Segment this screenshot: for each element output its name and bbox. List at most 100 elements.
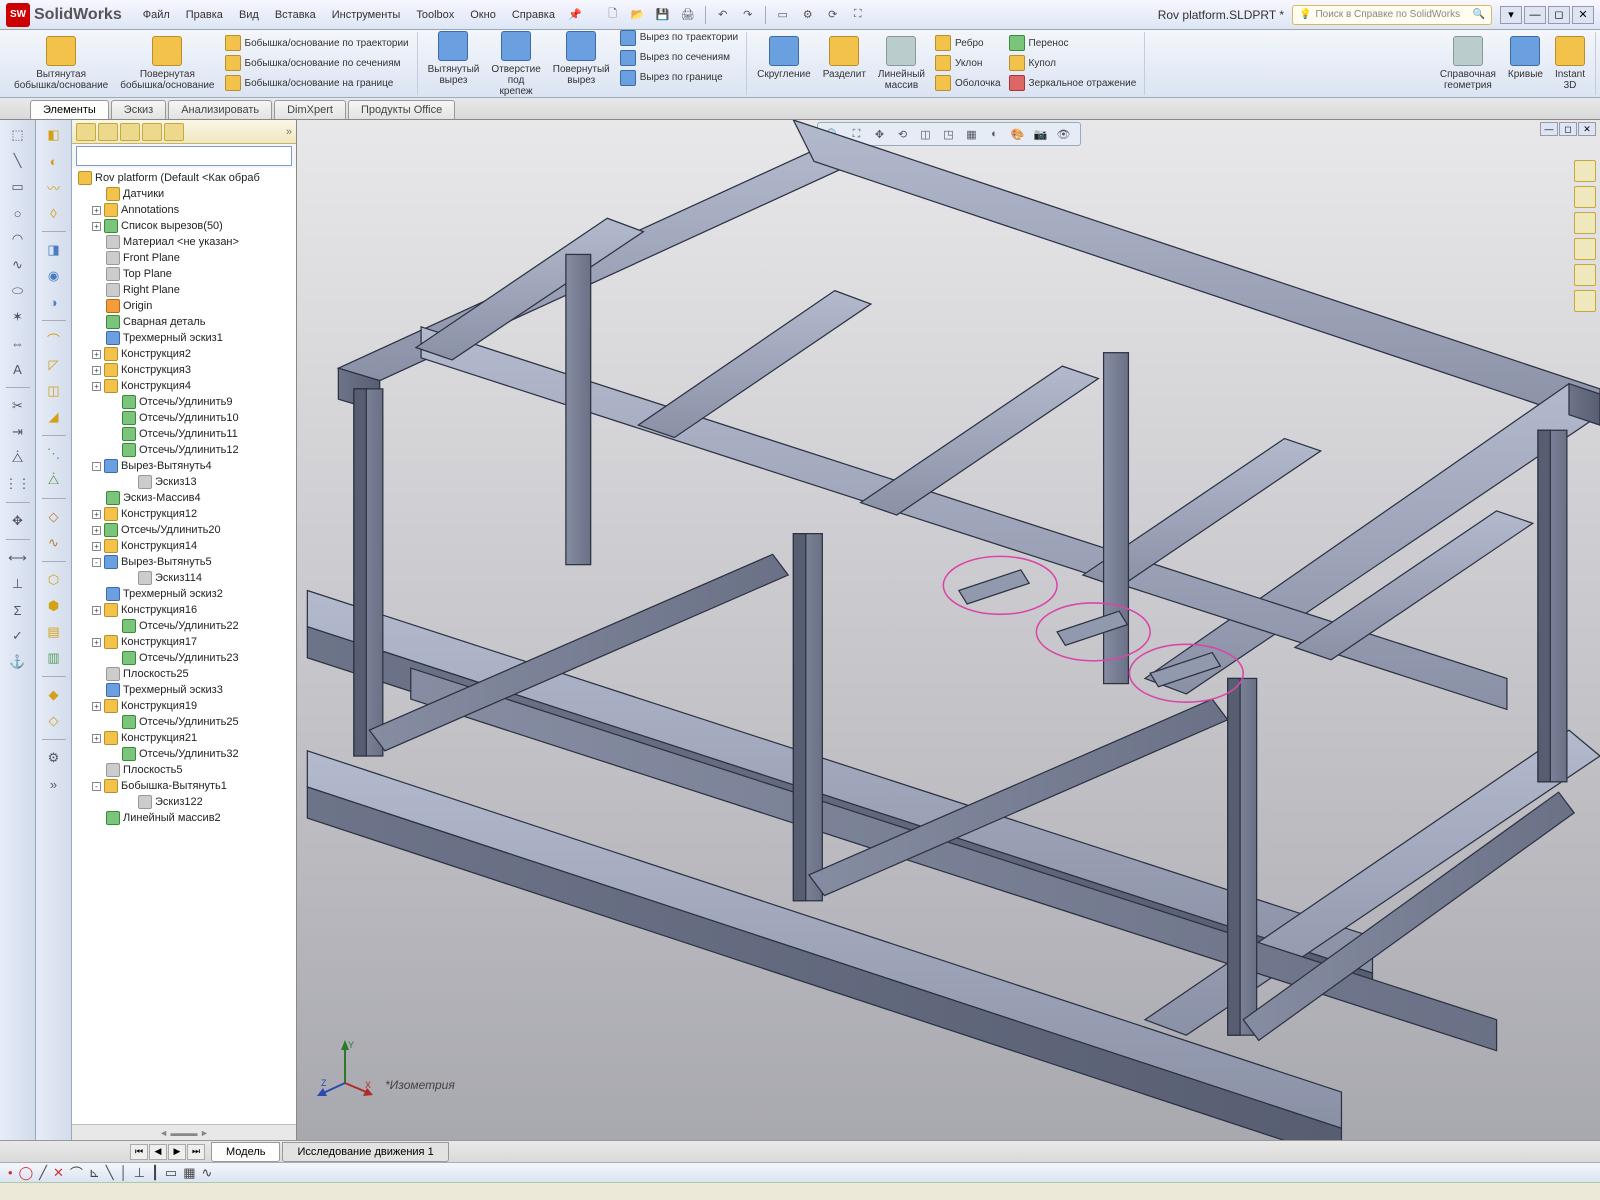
tree-item[interactable]: Эскиз13 <box>74 474 294 490</box>
tree-item[interactable]: Right Plane <box>74 282 294 298</box>
ft-chamfer-icon[interactable]: ◸ <box>42 354 66 376</box>
sk-line2-icon[interactable]: ╲ <box>106 1165 114 1181</box>
tool-mirror-icon[interactable]: ⧊ <box>6 447 30 469</box>
expand-icon[interactable]: + <box>92 606 101 615</box>
cmd-linear-pattern[interactable]: Линейный массив <box>874 34 929 93</box>
ft-expand-icon[interactable]: » <box>42 773 66 795</box>
cmd-hole-wizard[interactable]: Отверстие под крепеж <box>487 30 544 98</box>
sk-arc-icon[interactable]: ⌒ <box>70 1163 83 1182</box>
qat-screen[interactable]: ⛶ <box>847 4 869 26</box>
btab-model[interactable]: Модель <box>211 1142 280 1162</box>
orientation-triad[interactable]: Y X Z <box>315 1038 375 1098</box>
btab-next[interactable]: ▶ <box>168 1144 186 1160</box>
qat-print[interactable]: 🖨 <box>677 4 699 26</box>
expand-icon[interactable]: - <box>92 558 101 567</box>
ft-weld1-icon[interactable]: ⬡ <box>42 569 66 591</box>
tree-item[interactable]: Трехмерный эскиз1 <box>74 330 294 346</box>
expand-icon[interactable]: + <box>92 366 101 375</box>
tree-item[interactable]: +Конструкция14 <box>74 538 294 554</box>
cmd-instant3d[interactable]: Instant 3D <box>1551 34 1589 93</box>
tool-dim-icon[interactable]: ⟷ <box>6 547 30 569</box>
tree-item[interactable]: Отсечь/Удлинить11 <box>74 426 294 442</box>
cmd-curves[interactable]: Кривые <box>1504 34 1547 93</box>
tree-item[interactable]: +Отсечь/Удлинить20 <box>74 522 294 538</box>
sk-line3-icon[interactable]: │ <box>120 1165 128 1180</box>
qat-rebuild[interactable]: ⟳ <box>822 4 844 26</box>
tree-item[interactable]: Плоскость25 <box>74 666 294 682</box>
tree-item[interactable]: Линейный массив2 <box>74 810 294 826</box>
viewport[interactable]: 🔍 ⛶ ✥ ⟲ ◫ ◳ ▦ ◐ 🎨 📷 👁 — ◻ ✕ <box>297 120 1600 1140</box>
tree-item[interactable]: Эскиз122 <box>74 794 294 810</box>
tool-trim-icon[interactable]: ✂ <box>6 395 30 417</box>
cmd-fillet[interactable]: Скругление <box>753 34 815 93</box>
tree-item[interactable]: Отсечь/Удлинить22 <box>74 618 294 634</box>
expand-icon[interactable]: - <box>92 462 101 471</box>
sk-spline-icon[interactable]: ∿ <box>201 1165 212 1181</box>
sk-cross-icon[interactable]: ✕ <box>53 1165 64 1181</box>
tree-root[interactable]: Rov platform (Default <Как обраб <box>74 170 294 186</box>
tool-point-icon[interactable]: ✶ <box>6 306 30 328</box>
tree-item[interactable]: Сварная деталь <box>74 314 294 330</box>
expand-icon[interactable]: + <box>92 526 101 535</box>
tab-evaluate[interactable]: Анализировать <box>168 100 272 119</box>
cmd-ref-geometry[interactable]: Справочная геометрия <box>1436 34 1500 93</box>
tab-sketch[interactable]: Эскиз <box>111 100 166 119</box>
tool-move-icon[interactable]: ✥ <box>6 510 30 532</box>
menu-file[interactable]: Файл <box>136 5 177 25</box>
menu-help[interactable]: Справка <box>505 5 562 25</box>
tree-item[interactable]: +Конструкция19 <box>74 698 294 714</box>
tree-item[interactable]: Плоскость5 <box>74 762 294 778</box>
tool-extend-icon[interactable]: ⇥ <box>6 421 30 443</box>
menu-insert[interactable]: Вставка <box>268 5 323 25</box>
tree-item[interactable]: +Конструкция17 <box>74 634 294 650</box>
qat-open[interactable]: 📂 <box>627 4 649 26</box>
cmd-loft-boss[interactable]: Бобышка/основание по сечениям <box>223 54 411 72</box>
ft-weld2-icon[interactable]: ⬢ <box>42 595 66 617</box>
tree-item[interactable]: +Annotations <box>74 202 294 218</box>
qat-save[interactable]: 💾 <box>652 4 674 26</box>
ft-cut-icon[interactable]: ◨ <box>42 239 66 261</box>
tree-item[interactable]: Front Plane <box>74 250 294 266</box>
tool-spline-icon[interactable]: ∿ <box>6 254 30 276</box>
maximize-btn[interactable]: ◻ <box>1548 6 1570 24</box>
tab-office[interactable]: Продукты Office <box>348 100 455 119</box>
qat-redo[interactable]: ↷ <box>737 4 759 26</box>
ft-rev-icon[interactable]: ◐ <box>42 150 66 172</box>
tool-line-icon[interactable]: ╲ <box>6 150 30 172</box>
qat-new[interactable]: 🗋 <box>602 4 624 26</box>
panel-tab-config-icon[interactable] <box>120 123 140 141</box>
panel-tab-tree-icon[interactable] <box>76 123 96 141</box>
tool-ellipse-icon[interactable]: ⬭ <box>6 280 30 302</box>
tree-item[interactable]: Трехмерный эскиз2 <box>74 586 294 602</box>
tree-item[interactable]: +Конструкция21 <box>74 730 294 746</box>
ft-boss-icon[interactable]: ◧ <box>42 124 66 146</box>
expand-icon[interactable]: + <box>92 702 101 711</box>
btab-motion[interactable]: Исследование движения 1 <box>282 1142 448 1162</box>
qat-select[interactable]: ▭ <box>772 4 794 26</box>
btab-prev[interactable]: ◀ <box>149 1144 167 1160</box>
cmd-shell[interactable]: Оболочка <box>933 74 1003 92</box>
tree-item[interactable]: Отсечь/Удлинить10 <box>74 410 294 426</box>
tool-text-icon[interactable]: A <box>6 358 30 380</box>
tree-item[interactable]: Отсечь/Удлинить9 <box>74 394 294 410</box>
expand-icon[interactable]: - <box>92 782 101 791</box>
tool-pattern-icon[interactable]: ⋮⋮ <box>6 473 30 495</box>
tool-arc-icon[interactable]: ◠ <box>6 228 30 250</box>
ft-shell-icon[interactable]: ◫ <box>42 380 66 402</box>
tool-repair-icon[interactable]: ✓ <box>6 625 30 647</box>
btab-last[interactable]: ⏭ <box>187 1144 205 1160</box>
sk-vert-icon[interactable]: ┃ <box>151 1165 159 1181</box>
tool-sigma-icon[interactable]: Σ <box>6 599 30 621</box>
cmd-draft[interactable]: Уклон <box>933 54 1003 72</box>
cmd-wrap[interactable]: Перенос <box>1007 34 1139 52</box>
feature-tree[interactable]: Rov platform (Default <Как обраб Датчики… <box>72 168 296 1124</box>
tool-offset-icon[interactable]: ⇔ <box>6 332 30 354</box>
tree-item[interactable]: +Список вырезов(50) <box>74 218 294 234</box>
sk-line-icon[interactable]: ╱ <box>39 1165 47 1181</box>
panel-expand-icon[interactable]: » <box>286 126 292 138</box>
menu-tools[interactable]: Инструменты <box>325 5 408 25</box>
cmd-extruded-cut[interactable]: Вытянутый вырез <box>424 30 484 98</box>
menu-toolbox[interactable]: Toolbox <box>409 5 461 25</box>
cmd-mirror[interactable]: Зеркальное отражение <box>1007 74 1139 92</box>
tool-anchor-icon[interactable]: ⚓ <box>6 651 30 673</box>
